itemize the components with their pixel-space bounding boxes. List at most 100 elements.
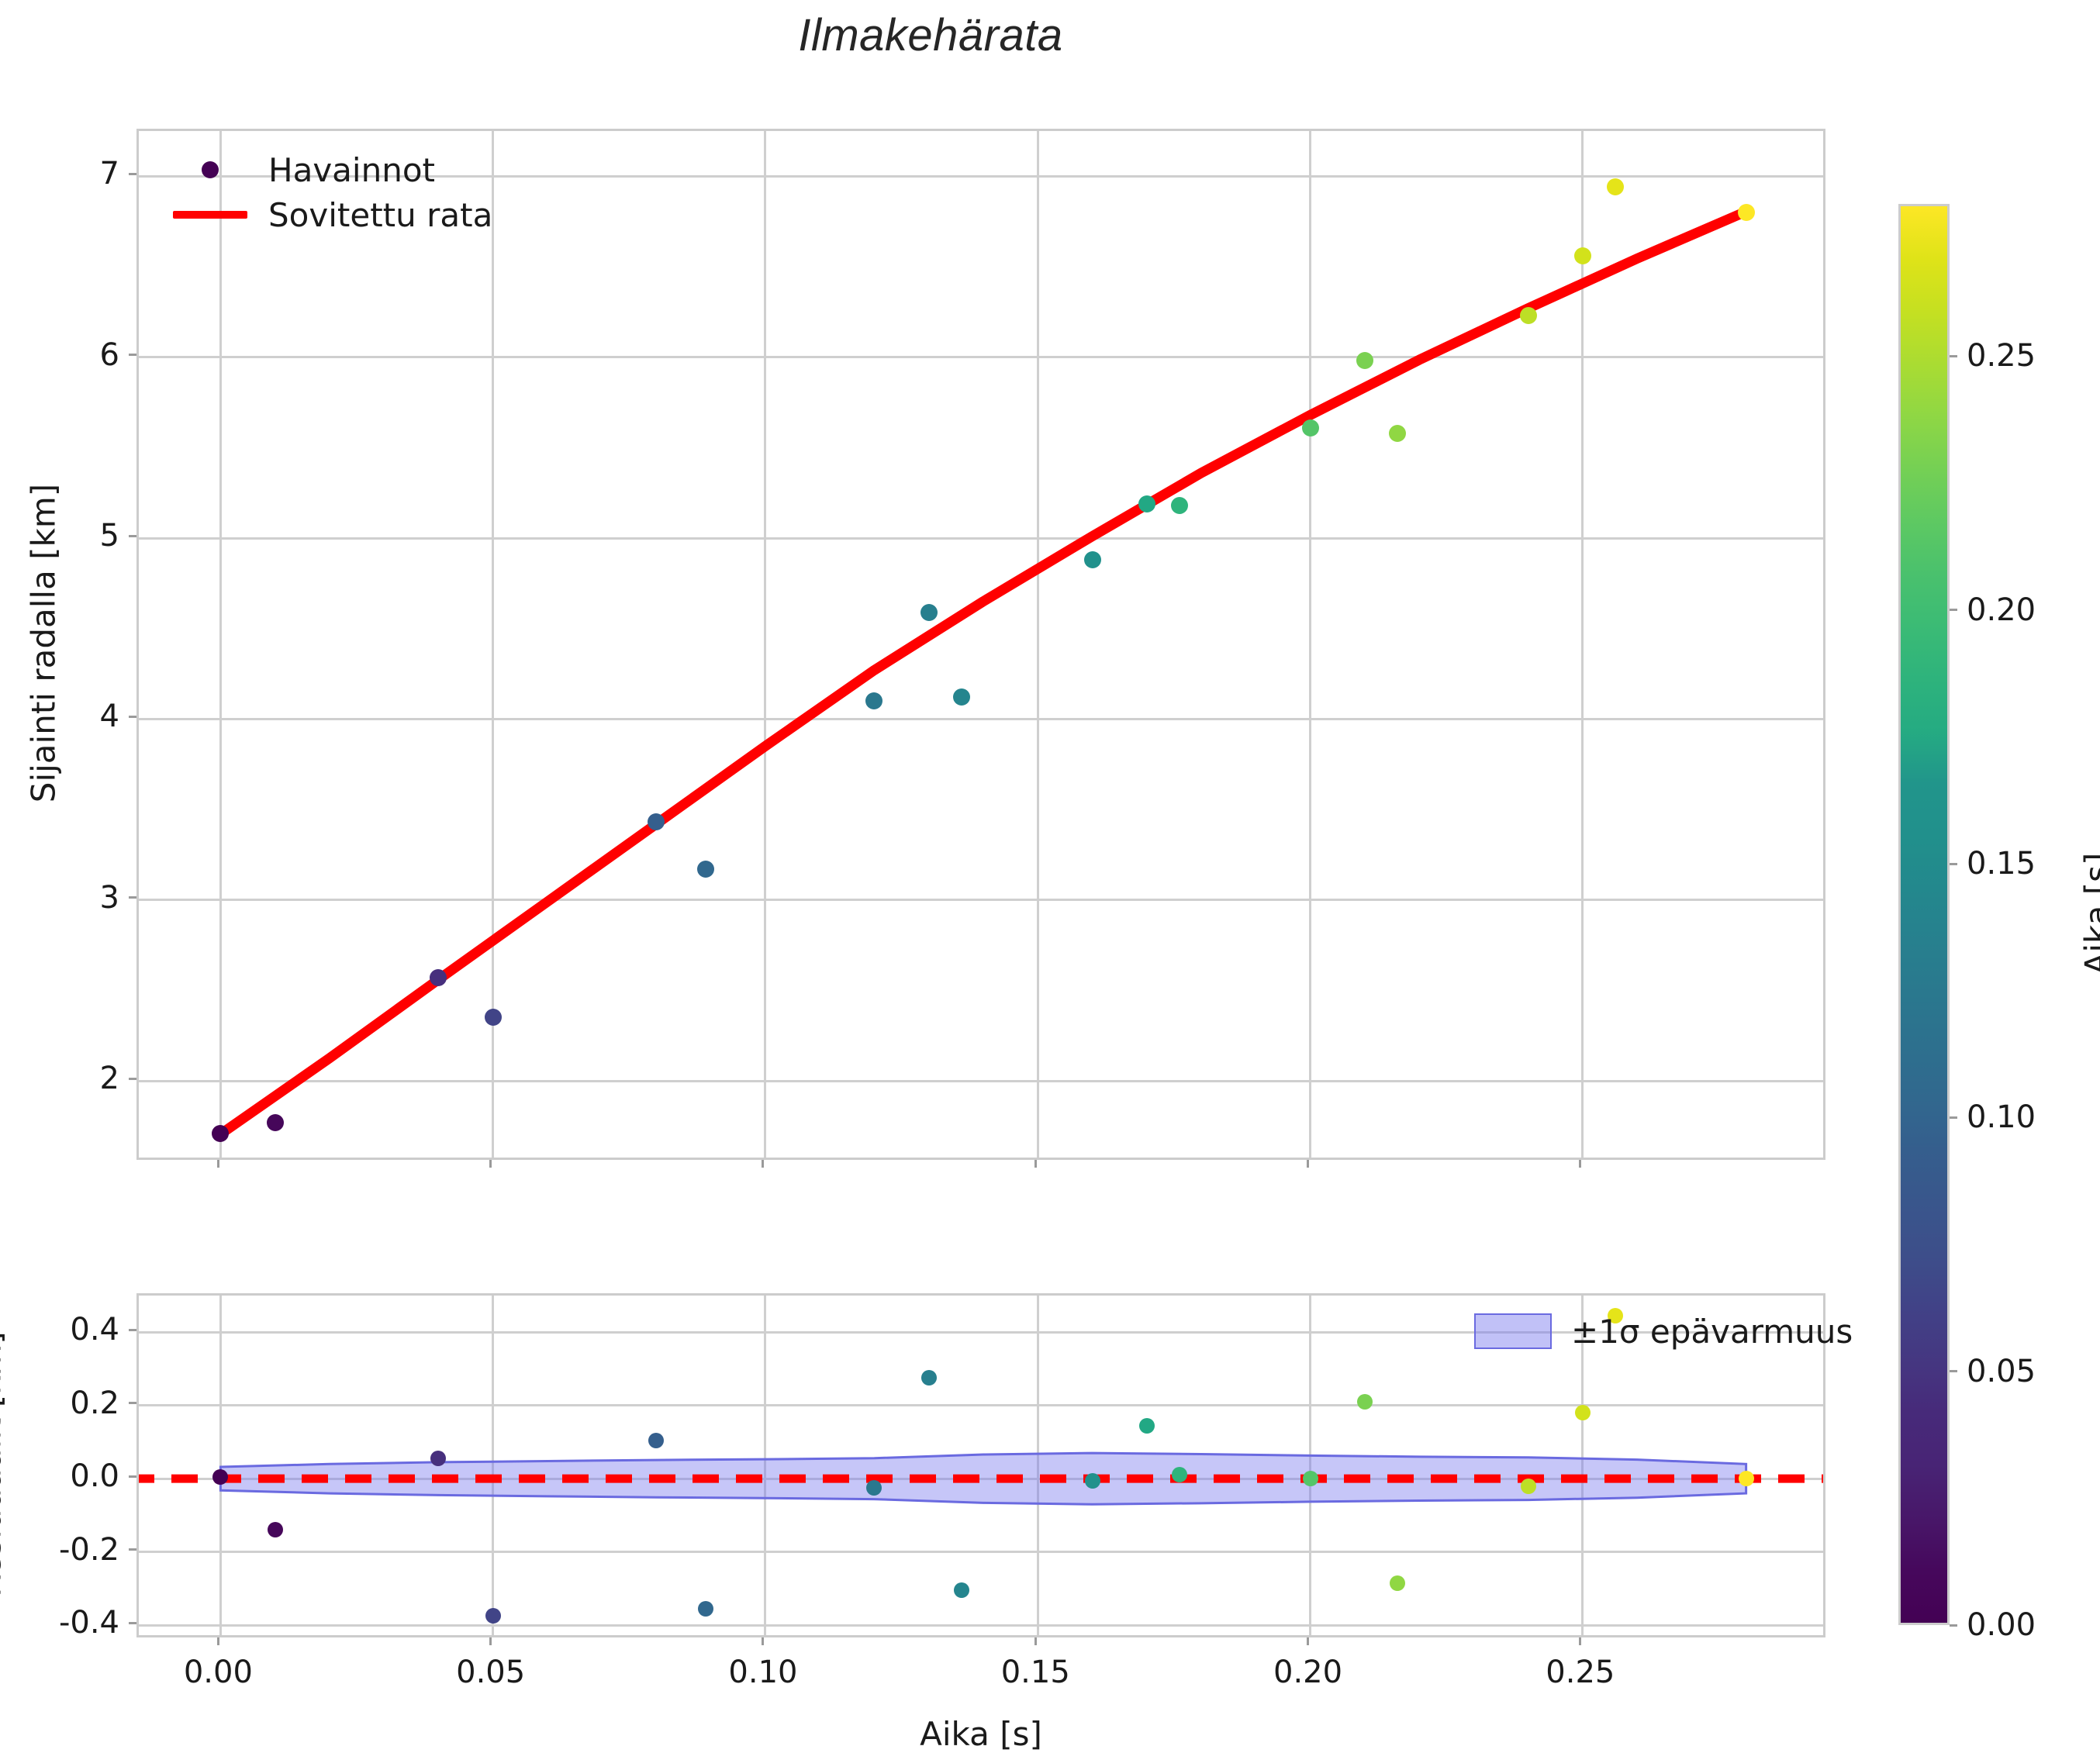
- residual-point[interactable]: [698, 1601, 713, 1617]
- legend-marker-dot-icon: [202, 161, 219, 178]
- scatter-point[interactable]: [267, 1114, 284, 1131]
- tick-mark-y: [129, 1078, 136, 1080]
- residual-x-tick-label: 0.00: [184, 1655, 253, 1690]
- gridline-vertical: [1581, 131, 1584, 1158]
- colorbar-tick-mark: [1950, 355, 1957, 357]
- scatter-point[interactable]: [697, 861, 714, 878]
- residual-point[interactable]: [866, 1480, 882, 1496]
- residual-point[interactable]: [921, 1370, 937, 1385]
- gridline-vertical: [219, 1296, 222, 1635]
- colorbar-tick-label: 0.15: [1967, 846, 2036, 882]
- scatter-point[interactable]: [1520, 307, 1537, 324]
- residual-point[interactable]: [1521, 1479, 1536, 1494]
- residual-point[interactable]: [1172, 1467, 1187, 1482]
- tick-mark-y: [129, 1402, 136, 1404]
- gridline-horizontal: [139, 356, 1823, 358]
- residual-point[interactable]: [1357, 1394, 1373, 1410]
- tick-mark-x: [489, 1637, 492, 1645]
- x-axis-label: Aika [s]: [136, 1715, 1825, 1753]
- scatter-point[interactable]: [1574, 247, 1591, 264]
- scatter-point[interactable]: [1171, 497, 1188, 514]
- gridline-vertical: [492, 1296, 494, 1635]
- residual-point[interactable]: [268, 1522, 283, 1537]
- tick-mark-y: [129, 1329, 136, 1331]
- residual-point[interactable]: [954, 1582, 969, 1598]
- residual-point[interactable]: [1575, 1405, 1591, 1420]
- gridline-vertical: [764, 131, 766, 1158]
- scatter-point[interactable]: [1389, 425, 1406, 442]
- tick-mark-x: [1579, 1160, 1581, 1168]
- residual-point[interactable]: [1739, 1471, 1754, 1486]
- scatter-point[interactable]: [430, 969, 447, 986]
- colorbar-tick-label: 0.05: [1967, 1354, 2036, 1389]
- colorbar-tick-label: 0.25: [1967, 338, 2036, 374]
- legend-row: Sovitettu rata: [152, 192, 492, 237]
- scatter-point[interactable]: [1138, 495, 1155, 512]
- tick-mark-x: [217, 1160, 219, 1168]
- legend-label: Sovitettu rata: [268, 196, 492, 234]
- colorbar-tick-label: 0.10: [1967, 1099, 2036, 1135]
- tick-mark-x: [762, 1160, 764, 1168]
- scatter-point[interactable]: [920, 604, 938, 621]
- residual-point[interactable]: [648, 1433, 664, 1448]
- legend-key: [152, 211, 268, 219]
- fitted-trajectory-line: [139, 131, 1823, 1158]
- scatter-point[interactable]: [648, 813, 665, 830]
- legend-row: Havainnot: [152, 147, 492, 192]
- gridline-horizontal: [139, 1551, 1823, 1553]
- colorbar-tick-label: 0.20: [1967, 592, 2036, 628]
- scatter-point[interactable]: [1738, 204, 1755, 221]
- tick-mark-x: [762, 1637, 764, 1645]
- residual-y-tick-label: -0.4: [12, 1605, 119, 1641]
- residual-point[interactable]: [1139, 1418, 1155, 1434]
- gridline-vertical: [1309, 131, 1311, 1158]
- scatter-point[interactable]: [485, 1009, 502, 1026]
- tick-mark-x: [217, 1637, 219, 1645]
- residual-point[interactable]: [430, 1451, 446, 1466]
- residual-point[interactable]: [1303, 1471, 1318, 1486]
- tick-mark-x: [1579, 1637, 1581, 1645]
- scatter-point[interactable]: [1302, 419, 1319, 437]
- legend-key: [152, 161, 268, 178]
- gridline-vertical: [1037, 1296, 1039, 1635]
- main-y-tick-label: 7: [67, 156, 119, 192]
- colorbar: [1898, 204, 1950, 1625]
- gridline-horizontal: [139, 899, 1823, 901]
- legend-marker-line-icon: [173, 211, 247, 219]
- scatter-point[interactable]: [865, 692, 882, 709]
- main-plot-area: [139, 131, 1823, 1158]
- scatter-point[interactable]: [953, 688, 970, 706]
- residual-x-tick-label: 0.20: [1273, 1655, 1342, 1690]
- legend-label: Havainnot: [268, 151, 435, 189]
- tick-mark-y: [129, 354, 136, 356]
- tick-mark-x: [1307, 1160, 1309, 1168]
- residual-point[interactable]: [212, 1469, 228, 1485]
- residual-point[interactable]: [485, 1608, 501, 1624]
- tick-mark-y: [129, 896, 136, 899]
- residual-y-tick-label: 0.0: [12, 1458, 119, 1494]
- tick-mark-x: [489, 1160, 492, 1168]
- scatter-point[interactable]: [1607, 178, 1624, 195]
- tick-mark-y: [129, 1622, 136, 1624]
- legend-key: [1455, 1313, 1571, 1349]
- tick-mark-y: [129, 535, 136, 537]
- main-y-tick-label: 5: [67, 518, 119, 554]
- scatter-point[interactable]: [1356, 352, 1373, 369]
- gridline-horizontal: [139, 1080, 1823, 1082]
- gridline-vertical: [764, 1296, 766, 1635]
- residual-x-tick-label: 0.05: [456, 1655, 525, 1690]
- scatter-point[interactable]: [1084, 551, 1101, 568]
- gridline-vertical: [492, 131, 494, 1158]
- legend-label: ±1σ epävarmuus: [1571, 1313, 1853, 1351]
- figure-title: Ilmakehärata: [0, 9, 1861, 61]
- gridline-horizontal: [139, 1624, 1823, 1627]
- colorbar-tick-mark: [1950, 1370, 1957, 1372]
- residual-x-tick-label: 0.10: [728, 1655, 797, 1690]
- colorbar-tick-mark: [1950, 1116, 1957, 1119]
- residual-y-tick-label: 0.4: [12, 1312, 119, 1348]
- scatter-point[interactable]: [212, 1125, 229, 1142]
- tick-mark-y: [129, 173, 136, 175]
- residual-point[interactable]: [1085, 1473, 1100, 1489]
- main-y-tick-label: 4: [67, 699, 119, 734]
- residual-point[interactable]: [1390, 1575, 1405, 1591]
